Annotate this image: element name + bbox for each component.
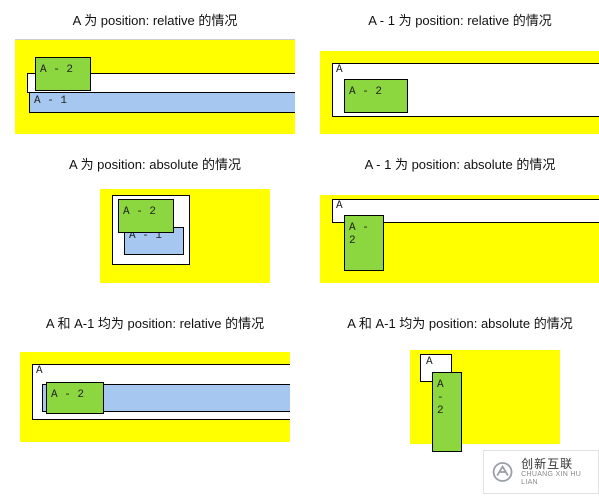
cell-1: A 为 position: relative 的情况 A - 1 A - 2 [10, 10, 300, 134]
caption-5: A 和 A-1 均为 position: relative 的情况 [46, 313, 264, 332]
cell-3: A 为 position: absolute 的情况 A - 1 A - 2 [10, 154, 300, 293]
label-a: A [34, 365, 45, 377]
caption-1: A 为 position: relative 的情况 [73, 10, 238, 29]
caption-3: A 为 position: absolute 的情况 [69, 154, 241, 173]
watermark: 创新互联 CHUANG XIN HU LIAN [483, 450, 599, 494]
watermark-cn: 创新互联 [521, 458, 592, 471]
watermark-en: CHUANG XIN HU LIAN [521, 471, 592, 486]
diagram-2: A A - 2 [320, 39, 599, 134]
cell-2: A - 1 为 position: relative 的情况 A A - 2 [320, 10, 599, 134]
diagram-3: A - 1 A - 2 [80, 183, 270, 283]
label-a: A [334, 64, 345, 76]
watermark-text: 创新互联 CHUANG XIN HU LIAN [521, 458, 592, 487]
box-green-a2: A - 2 [344, 215, 384, 271]
box-blue-a1: A - 1 [29, 93, 295, 113]
box-green-a2: A - 2 [118, 199, 174, 233]
caption-6: A 和 A-1 均为 position: absolute 的情况 [347, 313, 572, 332]
box-green-a2: A - 2 [35, 57, 91, 91]
box-green-a2: A - 2 [344, 79, 408, 113]
box-green-a2: A - 2 [432, 372, 462, 452]
cell-5: A 和 A-1 均为 position: relative 的情况 A A - … [10, 313, 300, 482]
diagram-5: A A - 2 [20, 342, 300, 442]
watermark-icon [490, 458, 515, 486]
caption-2: A - 1 为 position: relative 的情况 [368, 10, 552, 29]
box-green-a2: A - 2 [46, 382, 104, 414]
label-a: A [334, 200, 345, 212]
caption-4: A - 1 为 position: absolute 的情况 [365, 154, 556, 173]
diagram-1: A - 1 A - 2 [15, 39, 295, 134]
diagram-4: A A - 2 [320, 183, 599, 293]
label-a: A [424, 356, 435, 368]
cell-4: A - 1 为 position: absolute 的情况 A A - 2 [320, 154, 599, 293]
diagram-grid: A 为 position: relative 的情况 A - 1 A - 2 A… [0, 0, 599, 492]
